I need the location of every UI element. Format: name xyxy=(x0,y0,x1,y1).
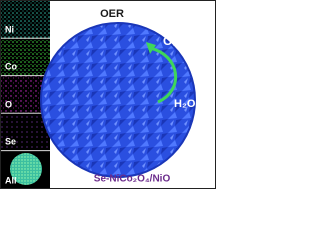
map-label: All xyxy=(5,175,17,185)
material-label: Se-NiCo₂O₄/NiO xyxy=(94,174,171,185)
map-label: O xyxy=(5,99,12,109)
arrow xyxy=(149,46,177,104)
map-label: Ni xyxy=(5,24,14,34)
o2-label: O₂ xyxy=(163,34,178,48)
graphical-abstract: Ni Co O Se All OER O₂ H₂O Se-NiCo₂O₄/NiO xyxy=(0,0,216,189)
map-label: Co xyxy=(5,61,17,71)
sphere-edge xyxy=(40,22,196,178)
se-map xyxy=(1,113,50,151)
all-particle xyxy=(10,153,42,185)
sphere xyxy=(41,23,195,177)
h2o-label: H₂O xyxy=(174,98,196,110)
title: OER xyxy=(100,8,124,20)
co-map xyxy=(1,38,50,76)
map-label: Se xyxy=(5,136,16,146)
arrow-head xyxy=(146,42,156,54)
page: {"eds_maps": [{"label": "Ni"}, {"label":… xyxy=(0,0,216,189)
ni-map xyxy=(1,1,50,38)
